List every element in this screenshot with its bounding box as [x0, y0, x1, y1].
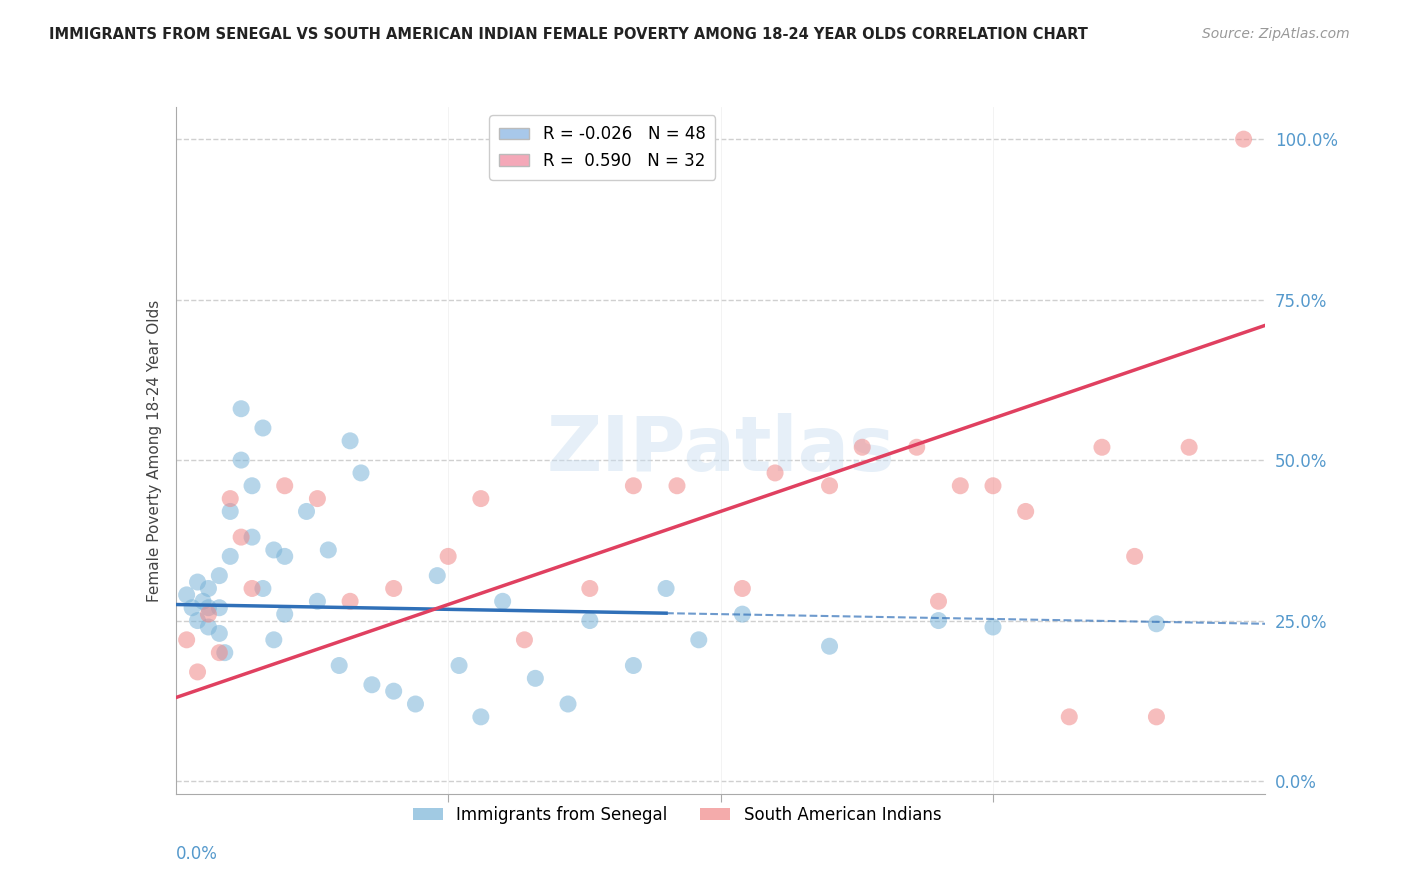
Point — [405, 697, 427, 711]
Point — [186, 575, 209, 590]
Point — [197, 600, 219, 615]
Point — [1057, 710, 1080, 724]
Point — [240, 530, 263, 544]
Point — [905, 440, 928, 454]
Point — [621, 479, 644, 493]
Text: 0.0%: 0.0% — [176, 846, 218, 863]
Point — [928, 594, 950, 608]
Point — [197, 607, 219, 622]
Point — [231, 401, 253, 416]
Point — [1232, 132, 1256, 146]
Point — [818, 639, 841, 653]
Point — [731, 582, 754, 596]
Point — [176, 632, 198, 647]
Point — [1144, 616, 1167, 631]
Point — [382, 582, 405, 596]
Point — [274, 479, 297, 493]
Point — [350, 466, 373, 480]
Point — [208, 568, 231, 582]
Point — [318, 543, 340, 558]
Point — [181, 600, 204, 615]
Point — [763, 466, 786, 480]
Point — [579, 582, 602, 596]
Point — [252, 582, 274, 596]
Point — [231, 530, 253, 544]
Point — [219, 491, 242, 506]
Point — [263, 543, 285, 558]
Point — [208, 626, 231, 640]
Point — [666, 479, 689, 493]
Point — [295, 504, 318, 518]
Point — [688, 632, 710, 647]
Legend: Immigrants from Senegal, South American Indians: Immigrants from Senegal, South American … — [406, 799, 948, 830]
Point — [470, 710, 492, 724]
Text: ZIPatlas: ZIPatlas — [547, 414, 894, 487]
Point — [928, 614, 950, 628]
Point — [655, 582, 678, 596]
Point — [437, 549, 460, 564]
Point — [208, 646, 231, 660]
Point — [818, 479, 841, 493]
Point — [197, 582, 219, 596]
Point — [851, 440, 873, 454]
Point — [208, 600, 231, 615]
Point — [492, 594, 515, 608]
Point — [426, 568, 449, 582]
Point — [579, 614, 602, 628]
Point — [621, 658, 644, 673]
Point — [328, 658, 350, 673]
Point — [252, 421, 274, 435]
Point — [1144, 710, 1167, 724]
Point — [176, 588, 198, 602]
Point — [214, 646, 236, 660]
Point — [240, 479, 263, 493]
Point — [524, 671, 547, 685]
Point — [197, 620, 219, 634]
Point — [447, 658, 470, 673]
Point — [219, 504, 242, 518]
Point — [240, 582, 263, 596]
Point — [981, 479, 1004, 493]
Point — [949, 479, 972, 493]
Point — [339, 434, 361, 448]
Point — [307, 491, 329, 506]
Point — [186, 614, 209, 628]
Point — [981, 620, 1004, 634]
Point — [274, 549, 297, 564]
Point — [557, 697, 579, 711]
Point — [513, 632, 536, 647]
Point — [382, 684, 405, 698]
Text: Source: ZipAtlas.com: Source: ZipAtlas.com — [1202, 27, 1350, 41]
Y-axis label: Female Poverty Among 18-24 Year Olds: Female Poverty Among 18-24 Year Olds — [146, 300, 162, 601]
Point — [307, 594, 329, 608]
Point — [1123, 549, 1146, 564]
Text: IMMIGRANTS FROM SENEGAL VS SOUTH AMERICAN INDIAN FEMALE POVERTY AMONG 18-24 YEAR: IMMIGRANTS FROM SENEGAL VS SOUTH AMERICA… — [49, 27, 1088, 42]
Point — [231, 453, 253, 467]
Point — [274, 607, 297, 622]
Point — [1091, 440, 1114, 454]
Point — [263, 632, 285, 647]
Point — [186, 665, 209, 679]
Point — [339, 594, 361, 608]
Point — [219, 549, 242, 564]
Point — [360, 678, 382, 692]
Point — [1015, 504, 1038, 518]
Point — [191, 594, 214, 608]
Point — [731, 607, 754, 622]
Point — [470, 491, 492, 506]
Point — [1178, 440, 1201, 454]
